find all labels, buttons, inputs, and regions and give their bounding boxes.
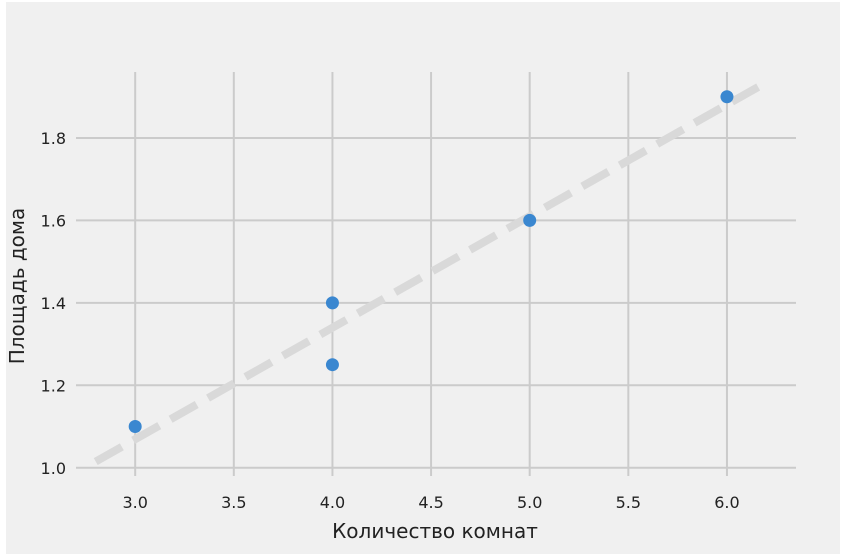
grid bbox=[76, 72, 796, 476]
y-tick-label: 1.4 bbox=[41, 294, 66, 313]
x-tick-labels: 3.0 3.5 4.0 4.5 5.0 5.5 6.0 bbox=[122, 493, 739, 512]
x-tick-label: 3.5 bbox=[221, 493, 246, 512]
data-point bbox=[325, 358, 339, 372]
x-tick-label: 5.0 bbox=[517, 493, 542, 512]
y-tick-label: 1.2 bbox=[41, 376, 66, 395]
x-tick-label: 4.0 bbox=[320, 493, 345, 512]
chart-figure: 3.0 3.5 4.0 4.5 5.0 5.5 6.0 1.0 1.2 1.4 1.6 1.8 Ко… bbox=[6, 2, 840, 554]
x-tick-label: 4.5 bbox=[418, 493, 443, 512]
y-tick-labels: 1.0 1.2 1.4 1.6 1.8 bbox=[41, 129, 66, 478]
data-point bbox=[325, 296, 339, 310]
y-tick-label: 1.0 bbox=[41, 459, 66, 478]
y-tick-label: 1.8 bbox=[41, 129, 66, 148]
y-axis-title: Площадь дома bbox=[6, 208, 29, 365]
data-point bbox=[523, 213, 537, 227]
data-point bbox=[128, 420, 142, 434]
x-axis-title: Количество комнат bbox=[332, 519, 538, 543]
x-tick-label: 5.5 bbox=[616, 493, 641, 512]
scatter-chart: 3.0 3.5 4.0 4.5 5.0 5.5 6.0 1.0 1.2 1.4 1.6 1.8 Ко… bbox=[6, 72, 796, 543]
x-tick-label: 6.0 bbox=[714, 493, 739, 512]
y-tick-label: 1.6 bbox=[41, 211, 66, 230]
data-point bbox=[720, 90, 734, 104]
data-points bbox=[128, 90, 734, 434]
x-tick-label: 3.0 bbox=[122, 493, 147, 512]
